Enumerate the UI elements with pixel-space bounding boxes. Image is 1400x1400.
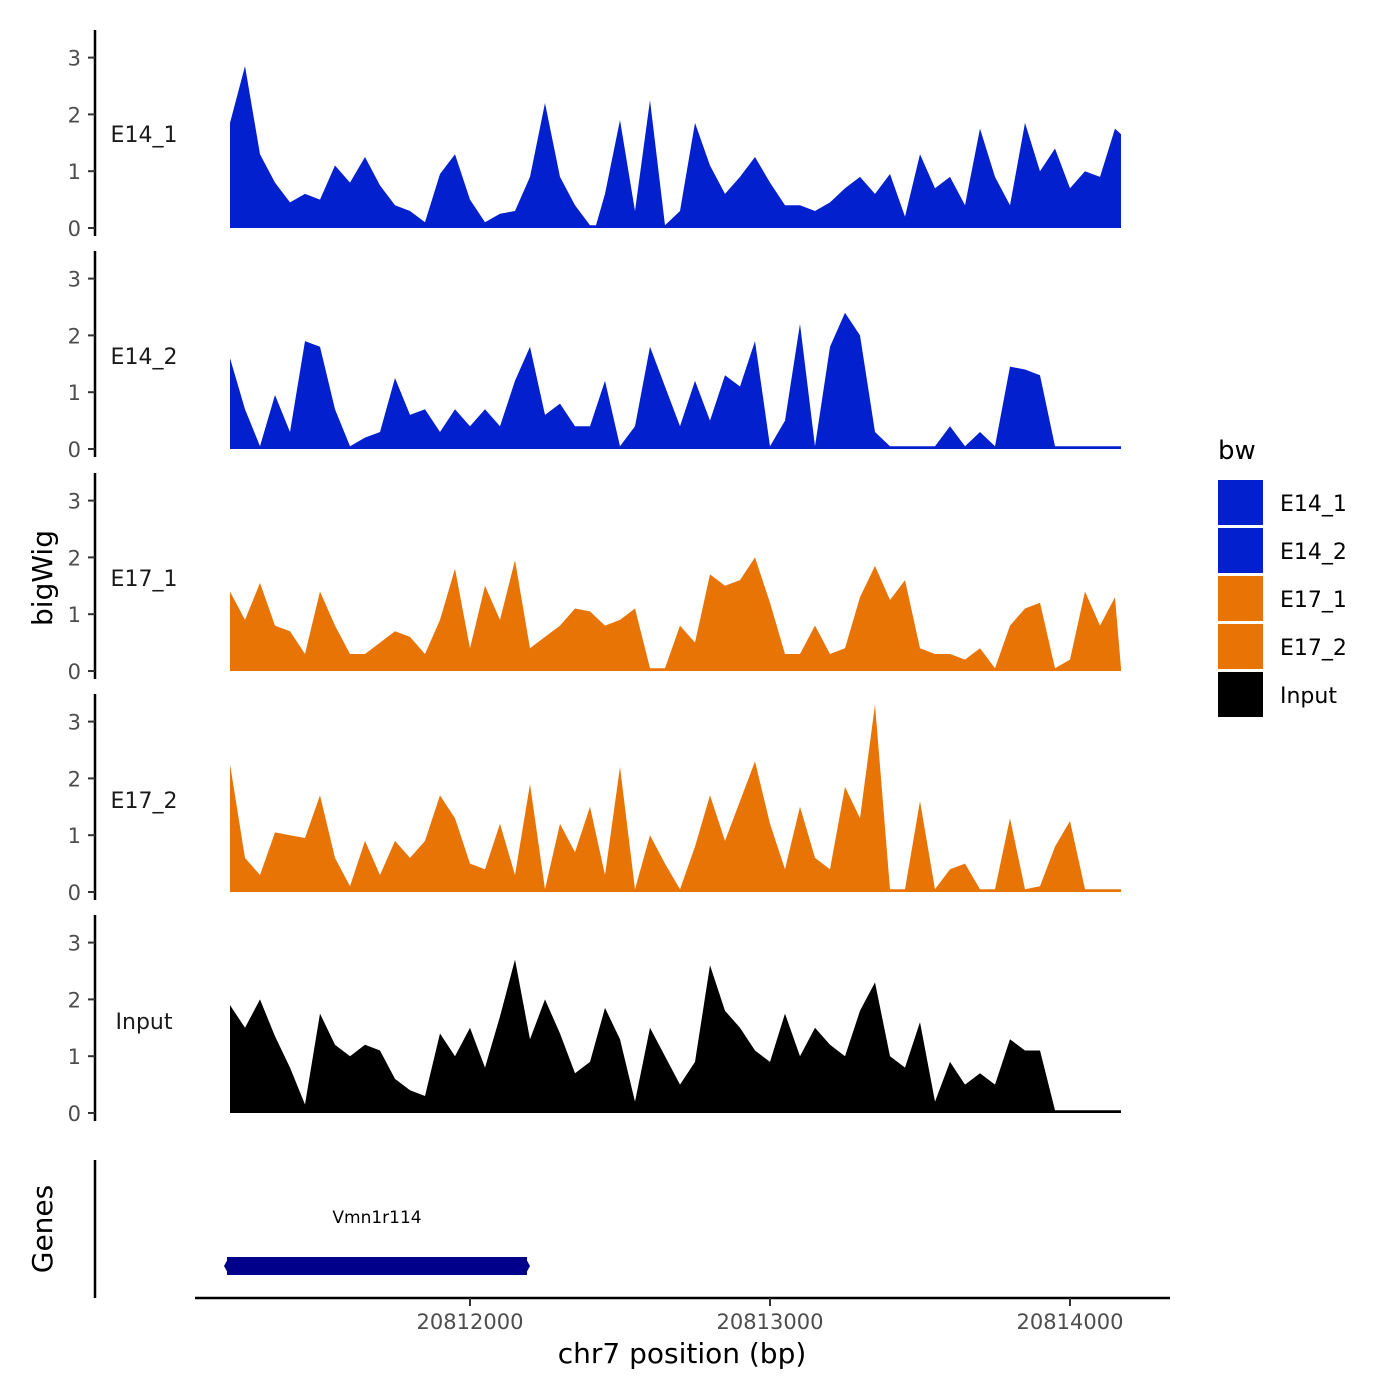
- y-tick-label: 2: [68, 546, 81, 570]
- x-tick-label: 20812000: [417, 1310, 524, 1334]
- y-axis: 0 1 2 3: [68, 30, 97, 241]
- legend-title: bw: [1218, 436, 1256, 466]
- y-tick-label: 0: [68, 881, 81, 905]
- y-tick-label: 0: [68, 1102, 81, 1126]
- coverage-area: [230, 959, 1121, 1113]
- legend-label: Input: [1280, 684, 1337, 709]
- y-tick-label: 3: [68, 932, 81, 956]
- genes-track: Genes Vmn1r114: [26, 1160, 530, 1298]
- track-label: E14_1: [111, 123, 178, 148]
- y-tick-label: 2: [68, 767, 81, 791]
- track-e14-1: 0 1 2 3 E14_1: [68, 30, 1121, 241]
- y-tick-label: 1: [68, 160, 81, 184]
- y-tick-label: 2: [68, 103, 81, 127]
- y-tick-label: 3: [68, 268, 81, 292]
- gene-end-cap: [525, 1257, 530, 1275]
- x-axis: 20812000 20813000 20814000: [195, 1296, 1170, 1334]
- coverage-area: [230, 66, 1121, 228]
- legend-label: E17_1: [1280, 588, 1347, 613]
- x-axis-title: chr7 position (bp): [558, 1337, 807, 1370]
- y-axis: 0 1 2 3: [68, 915, 97, 1126]
- y-tick-label: 1: [68, 381, 81, 405]
- y-tick-label: 3: [68, 490, 81, 514]
- x-tick-label: 20814000: [1017, 1310, 1124, 1334]
- track-e17-2: 0 1 2 3 E17_2: [68, 694, 1121, 905]
- legend-swatch: [1218, 624, 1263, 669]
- track-e17-1: 0 1 2 3 E17_1: [68, 473, 1121, 684]
- legend-swatch: [1218, 480, 1263, 525]
- y-tick-label: 3: [68, 47, 81, 71]
- coverage-area: [230, 704, 1121, 892]
- y-tick-label: 1: [68, 603, 81, 627]
- track-label: E17_2: [111, 789, 178, 814]
- track-input: 0 1 2 3 Input: [68, 915, 1121, 1126]
- legend-label: E14_2: [1280, 540, 1347, 565]
- track-label: E17_1: [111, 567, 178, 592]
- x-tick-label: 20813000: [717, 1310, 824, 1334]
- y-tick-label: 0: [68, 217, 81, 241]
- coverage-area: [230, 312, 1121, 449]
- y-axis: 0 1 2 3: [68, 473, 97, 684]
- legend-swatch: [1218, 576, 1263, 621]
- coverage-area: [230, 557, 1121, 671]
- y-tick-label: 0: [68, 438, 81, 462]
- y-tick-label: 2: [68, 988, 81, 1012]
- y-tick-label: 0: [68, 660, 81, 684]
- legend-label: E17_2: [1280, 636, 1347, 661]
- y-tick-label: 1: [68, 1045, 81, 1069]
- track-label: E14_2: [111, 345, 178, 370]
- y-tick-label: 3: [68, 711, 81, 735]
- track-e14-2: 0 1 2 3 E14_2: [68, 251, 1121, 462]
- y-axis: 0 1 2 3: [68, 694, 97, 905]
- y-tick-label: 2: [68, 324, 81, 348]
- y-tick-label: 1: [68, 824, 81, 848]
- legend-label: E14_1: [1280, 492, 1347, 517]
- gene-end-cap: [224, 1257, 229, 1275]
- track-label: Input: [116, 1010, 173, 1035]
- y-axis-title: bigWig: [26, 530, 59, 626]
- genes-track-label: Genes: [26, 1185, 59, 1273]
- legend-swatch: [1218, 528, 1263, 573]
- legend-swatch: [1218, 672, 1263, 717]
- y-axis: 0 1 2 3: [68, 251, 97, 462]
- gene-name-label: Vmn1r114: [332, 1208, 421, 1228]
- legend: bw E14_1 E14_2 E17_1 E17_2 Input: [1218, 436, 1347, 717]
